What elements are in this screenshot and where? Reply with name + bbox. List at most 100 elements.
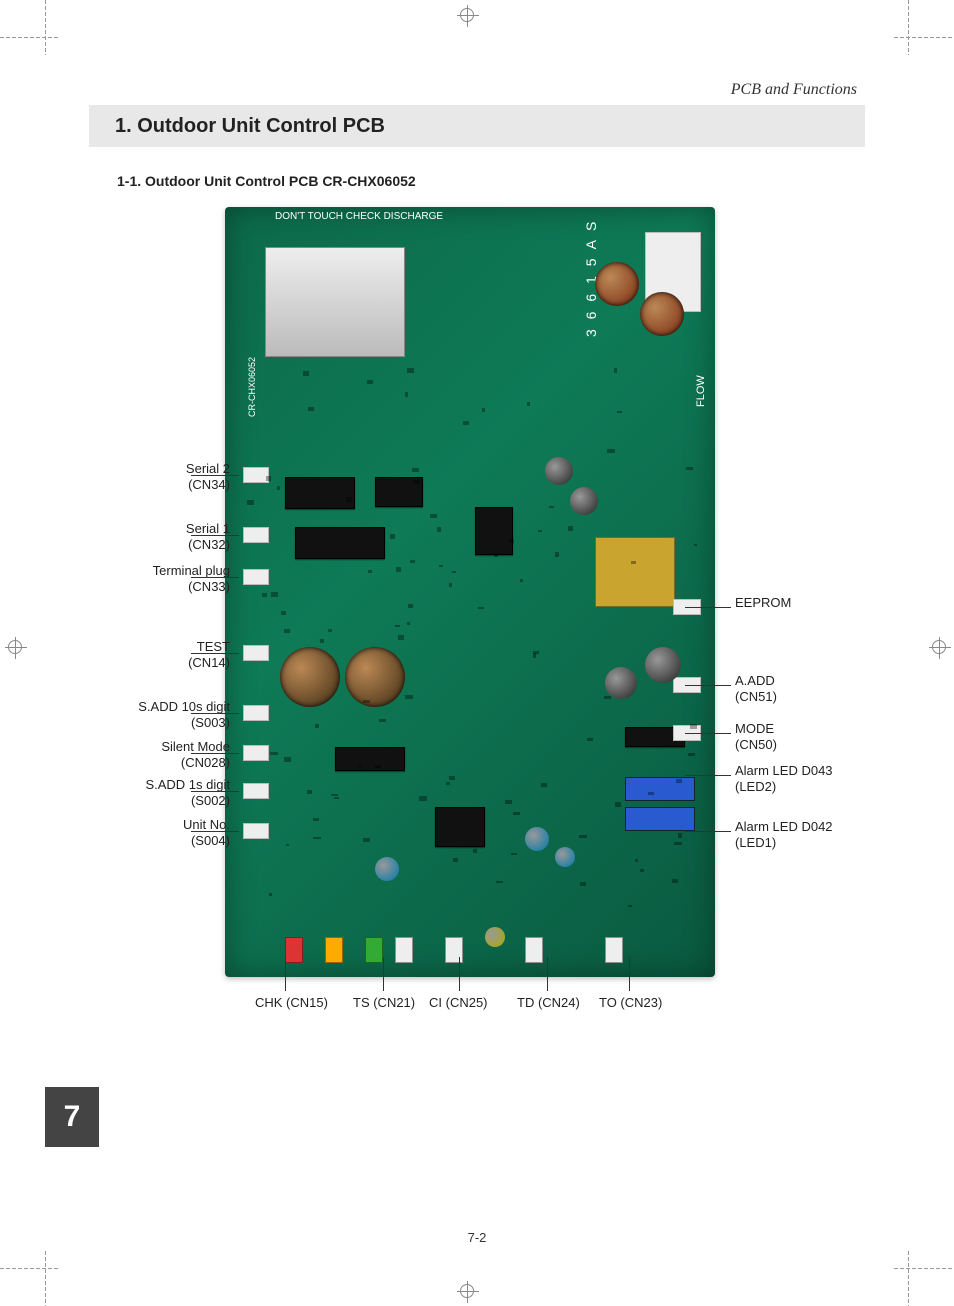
callout-label: TO (CN23) xyxy=(599,995,662,1011)
connector xyxy=(243,569,269,585)
connector xyxy=(445,937,463,963)
page-number: 7-2 xyxy=(468,1230,487,1245)
leader-line xyxy=(191,713,239,714)
callout-label: Unit No.(S004) xyxy=(70,817,230,850)
smd xyxy=(453,858,459,862)
smd xyxy=(331,794,338,796)
smd xyxy=(449,776,456,780)
smd xyxy=(617,411,622,413)
smd xyxy=(419,796,426,801)
smd xyxy=(614,368,617,373)
smd xyxy=(368,570,372,573)
smd xyxy=(640,869,644,873)
capacitor xyxy=(605,667,637,699)
callout-label: TEST(CN14) xyxy=(70,639,230,672)
smd xyxy=(478,607,483,609)
relay xyxy=(625,807,695,831)
silk-flow: FLOW xyxy=(695,375,707,407)
connector xyxy=(395,937,413,963)
leader-line xyxy=(685,733,731,734)
smd xyxy=(587,738,593,741)
smd xyxy=(686,467,693,470)
leader-line xyxy=(459,957,460,991)
capacitor xyxy=(645,647,681,683)
smd xyxy=(439,565,443,567)
smd xyxy=(631,561,637,563)
leader-line xyxy=(191,653,239,654)
ic-chip xyxy=(435,807,485,847)
smd xyxy=(398,635,403,640)
smd xyxy=(549,506,554,508)
capacitor xyxy=(555,847,575,867)
smd xyxy=(604,696,611,699)
leader-line xyxy=(383,957,384,991)
smd xyxy=(367,380,373,384)
relay xyxy=(625,777,695,801)
capacitor xyxy=(525,827,549,851)
callout-label: Serial 1(CN32) xyxy=(70,521,230,554)
connector xyxy=(285,937,303,963)
title-bar: 1. Outdoor Unit Control PCB xyxy=(89,105,865,147)
smd xyxy=(579,835,587,837)
smd xyxy=(511,853,516,855)
smd xyxy=(407,368,413,372)
connector xyxy=(243,705,269,721)
smd xyxy=(509,539,514,543)
smd xyxy=(375,765,381,767)
leader-line xyxy=(191,535,239,536)
pcb-figure: DON'T TOUCH CHECK DISCHARGE CR-CHX06052 … xyxy=(225,207,715,977)
smd xyxy=(688,753,695,756)
smd xyxy=(284,629,290,633)
smd xyxy=(270,752,278,755)
leader-line xyxy=(191,577,239,578)
smd xyxy=(379,719,386,723)
smd xyxy=(262,593,267,597)
smd xyxy=(390,534,395,539)
header-section-label: PCB and Functions xyxy=(731,81,857,99)
smd xyxy=(412,468,420,472)
callout-label: S.ADD 1s digit(S002) xyxy=(70,777,230,810)
smd xyxy=(363,838,370,842)
leader-line xyxy=(285,957,286,991)
smd xyxy=(358,765,361,767)
smd xyxy=(405,392,408,396)
smd xyxy=(410,560,414,563)
smd xyxy=(408,604,414,607)
smd xyxy=(463,421,468,425)
smd xyxy=(674,842,682,845)
smd xyxy=(678,833,682,838)
smd xyxy=(496,881,503,883)
smd xyxy=(452,571,456,573)
callout-label: Silent Mode(CN028) xyxy=(70,739,230,772)
smd xyxy=(346,497,352,501)
leader-line xyxy=(191,831,239,832)
transformer xyxy=(595,537,675,607)
silk-board-id: CR-CHX06052 xyxy=(247,357,257,417)
smd xyxy=(363,700,370,703)
page: PCB and Functions 1. Outdoor Unit Contro… xyxy=(45,37,909,1269)
coil xyxy=(345,647,405,707)
connector xyxy=(365,937,383,963)
smd xyxy=(690,724,698,728)
smd xyxy=(307,790,312,795)
leader-line xyxy=(685,775,731,776)
coil xyxy=(640,292,684,336)
capacitor xyxy=(570,487,598,515)
smd xyxy=(284,757,291,762)
smd xyxy=(328,629,332,633)
leader-line xyxy=(685,685,731,686)
connector xyxy=(243,745,269,761)
smd xyxy=(648,792,654,794)
callout-label: Terminal plug(CN33) xyxy=(70,563,230,596)
smd xyxy=(473,849,477,853)
connector xyxy=(243,823,269,839)
smd xyxy=(313,818,320,821)
connector xyxy=(525,937,543,963)
callout-label: S.ADD 10s digit(S003) xyxy=(70,699,230,732)
leader-line xyxy=(547,957,548,991)
smd xyxy=(413,480,420,485)
smd xyxy=(676,779,683,783)
leader-line xyxy=(191,475,239,476)
smd xyxy=(449,583,452,587)
callout-label: CI (CN25) xyxy=(429,995,488,1011)
